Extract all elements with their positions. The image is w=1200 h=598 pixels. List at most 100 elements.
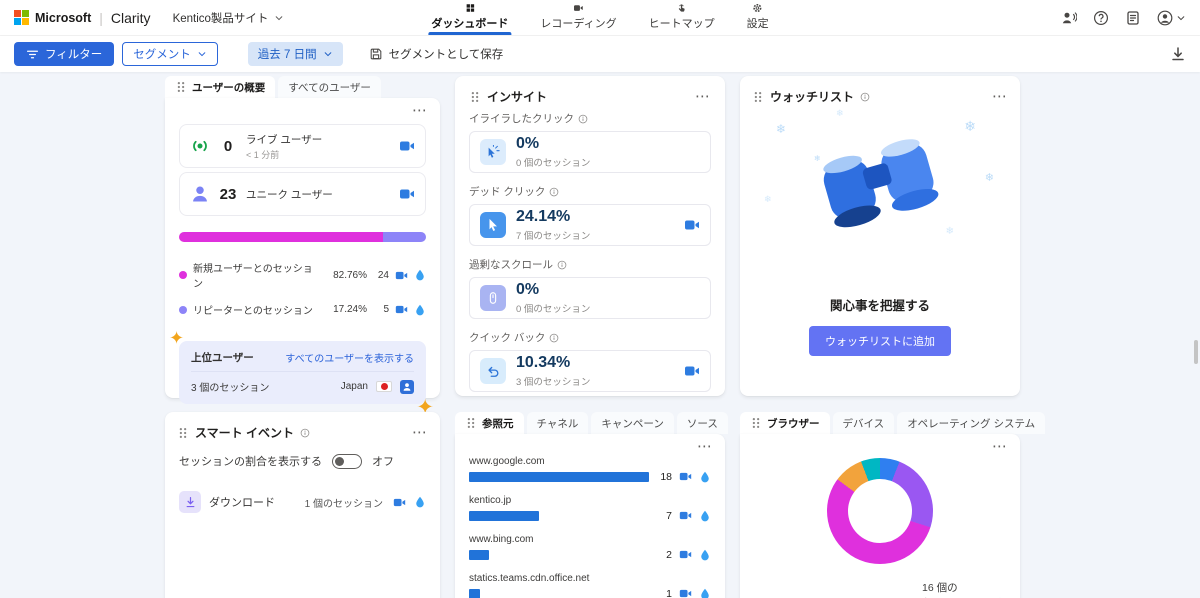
bar-track [469, 471, 649, 482]
smart-events-card: スマート イベント ⋯ セッションの割合を表示する オフ ダウンロード 1 個の… [165, 412, 440, 598]
show-percentage-toggle[interactable] [332, 453, 362, 469]
filter-label: フィルター [45, 49, 103, 61]
tab-campaigns[interactable]: キャンペーン [591, 412, 674, 434]
play-recordings-button[interactable] [393, 496, 406, 509]
person-audio-icon[interactable] [1061, 10, 1077, 26]
nav-dashboard[interactable]: ダッシュボード [428, 0, 512, 35]
tab-devices[interactable]: デバイス [832, 412, 895, 434]
play-recordings-button[interactable] [395, 303, 408, 316]
drag-handle-icon [752, 91, 764, 103]
dashboard-icon [463, 3, 477, 13]
rage-click-icon [480, 139, 506, 165]
info-icon[interactable] [557, 260, 567, 270]
play-recordings-button[interactable] [679, 548, 692, 561]
info-icon[interactable] [578, 114, 588, 124]
help-icon[interactable] [1093, 10, 1109, 26]
drop-icon [414, 304, 426, 316]
top-user-row[interactable]: 3 個のセッション Japan [191, 379, 414, 394]
tab-all-users[interactable]: すべてのユーザー [278, 76, 381, 98]
metric-value: 24.14% [516, 208, 571, 225]
toggle-label: セッションの割合を表示する [179, 456, 322, 468]
nav-recordings[interactable]: レコーディング [537, 0, 619, 35]
more-menu-button[interactable]: ⋯ [412, 102, 428, 119]
heatmap-drop-button[interactable] [414, 269, 426, 281]
bar-track [469, 549, 649, 560]
referrer-count: 2 [666, 548, 672, 561]
quick-back-icon [480, 358, 506, 384]
browser-donut[interactable] [827, 458, 933, 564]
heatmap-drop-button[interactable] [699, 549, 711, 561]
project-name: Kentico製品サイト [172, 12, 269, 25]
segment-button[interactable]: セグメント [122, 42, 218, 66]
heatmap-drop-button[interactable] [414, 496, 426, 508]
play-recordings-button[interactable] [684, 363, 700, 379]
account-menu[interactable] [1157, 10, 1186, 26]
tab-user-overview[interactable]: ユーザーの概要 [165, 76, 276, 98]
snowflake-icon: ❄ [964, 118, 976, 134]
info-icon[interactable] [549, 333, 559, 343]
heatmap-drop-button[interactable] [414, 304, 426, 316]
unique-users-icon [190, 184, 210, 204]
play-live-recordings-button[interactable] [399, 138, 415, 154]
vscroll-thumb[interactable] [1194, 340, 1198, 364]
more-menu-button[interactable]: ⋯ [695, 87, 711, 105]
play-recordings-button[interactable] [679, 470, 692, 483]
whats-new-icon[interactable] [1125, 10, 1141, 26]
chevron-down-icon [274, 13, 284, 23]
play-recordings-button[interactable] [395, 269, 408, 282]
project-selector[interactable]: Kentico製品サイト [173, 10, 285, 26]
rage-clicks-metric: イライラしたクリック 0% 0 個のセッション [469, 111, 711, 173]
tab-channels[interactable]: チャネル [526, 412, 589, 434]
bar [469, 588, 480, 598]
metric-label: 過剰なスクロール [469, 259, 553, 271]
heatmap-drop-button[interactable] [699, 588, 711, 598]
play-recordings-button[interactable] [679, 509, 692, 522]
referrer-count: 1 [666, 587, 672, 598]
microsoft-brand[interactable]: Microsoft [14, 10, 91, 25]
nav-heatmaps[interactable]: ヒートマップ [646, 0, 718, 35]
heatmap-drop-button[interactable] [699, 510, 711, 522]
tab-label: チャネル [536, 417, 579, 430]
video-icon [684, 363, 700, 379]
info-icon[interactable] [300, 428, 310, 438]
live-users-value: 0 [223, 137, 233, 155]
live-users-icon [190, 136, 210, 156]
tab-label: すべてのユーザー [288, 81, 371, 94]
referrer-count: 18 [660, 470, 672, 483]
drop-icon [414, 496, 426, 508]
more-menu-button[interactable]: ⋯ [992, 87, 1008, 105]
live-users-ago: < 1 分前 [246, 149, 280, 160]
info-icon[interactable] [549, 187, 559, 197]
save-segment-button[interactable]: セグメントとして保存 [361, 42, 512, 66]
play-recordings-button[interactable] [399, 186, 415, 202]
metric-value: 10.34% [516, 354, 571, 371]
heatmap-drop-button[interactable] [699, 471, 711, 483]
tab-os[interactable]: オペレーティング システム [897, 412, 1046, 434]
more-menu-button[interactable]: ⋯ [697, 438, 713, 455]
legend-percent: 55.17% [860, 597, 914, 598]
more-menu-button[interactable]: ⋯ [992, 438, 1008, 455]
snowflake-icon: ❄ [776, 122, 787, 136]
show-all-users-link[interactable]: すべてのユーザーを表示する [285, 354, 414, 365]
info-icon[interactable] [860, 92, 870, 102]
more-menu-button[interactable]: ⋯ [412, 423, 428, 441]
nav-settings[interactable]: 設定 [744, 0, 772, 35]
card-title: ウォッチリスト [770, 90, 855, 104]
play-recordings-button[interactable] [679, 587, 692, 598]
metric-sessions: 0 個のセッション [516, 158, 591, 169]
tab-sources[interactable]: ソース [676, 412, 728, 434]
filter-button[interactable]: フィルター [14, 42, 115, 66]
quick-back-metric: クイック バック 10.34% 3 個のセッション [469, 330, 711, 392]
play-recordings-button[interactable] [684, 217, 700, 233]
event-label: ダウンロード [209, 497, 275, 509]
tab-browsers[interactable]: ブラウザー [740, 412, 830, 434]
date-range-button[interactable]: 過去 7 日間 [247, 42, 343, 66]
download-button[interactable] [1170, 46, 1186, 62]
drag-handle-icon [465, 417, 477, 429]
add-to-watchlist-button[interactable]: ウォッチリストに追加 [809, 326, 951, 356]
user-overview-widget: ユーザーの概要 すべてのユーザー ⋯ 0 ライブ ユーザー < 1 分前 [165, 76, 440, 418]
referrer-row: statics.teams.cdn.office.net 1 [469, 573, 711, 598]
drop-icon [699, 510, 711, 522]
sparkle-icon: ✦ [169, 328, 185, 348]
tab-referrers[interactable]: 参照元 [455, 412, 524, 434]
